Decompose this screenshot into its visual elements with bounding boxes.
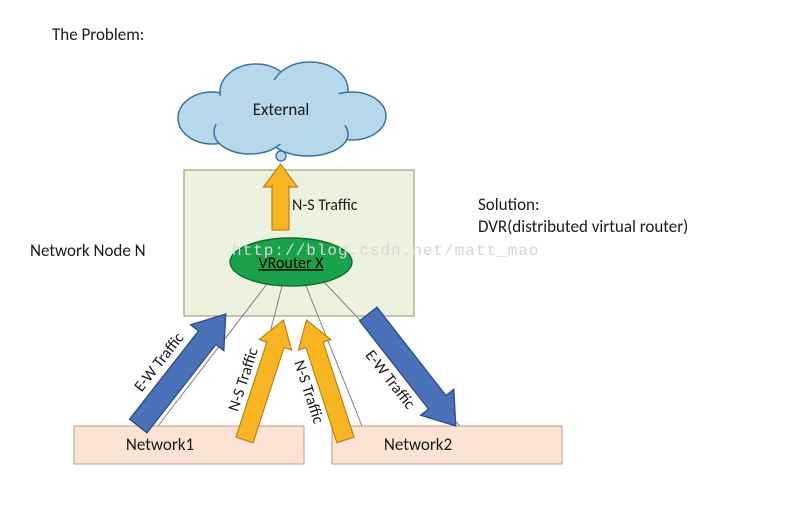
network1-label: Network1 [126,434,194,455]
ew-left-arrow: E-W Traffic [113,294,242,439]
diagram-canvas: External N-S Traffic VRouter X Network1 … [0,0,795,509]
network2-label: Network2 [384,434,452,455]
ns-up-label: N-S Traffic [292,196,358,215]
vrouter-label: VRouter X [259,254,325,273]
ns-left-arrow: N-S Traffic [217,311,300,445]
external-label: External [253,99,310,120]
